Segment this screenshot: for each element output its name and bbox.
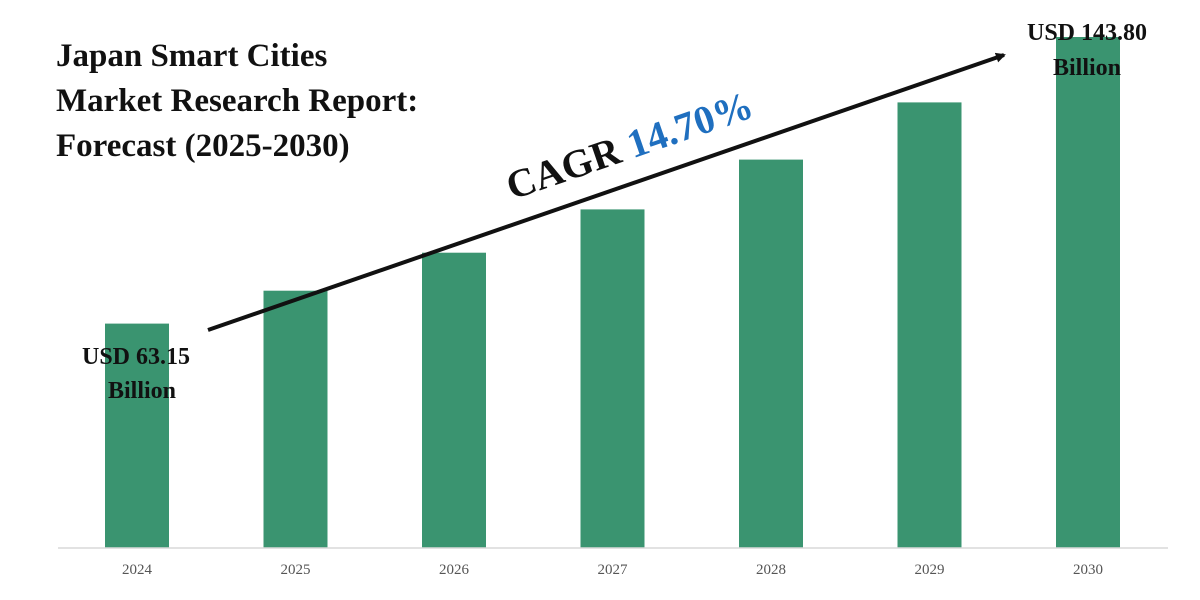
start-value-label-line-2: Billion xyxy=(108,378,176,404)
cagr-label: CAGR14.70% xyxy=(500,82,758,208)
growth-arrow xyxy=(207,52,1006,332)
chart-title-line-3: Forecast (2025-2030) xyxy=(56,128,350,164)
start-value-label-line-1: USD 63.15 xyxy=(82,344,190,370)
bars-group xyxy=(105,37,1120,549)
cagr-value: 14.70% xyxy=(621,82,759,167)
cagr-prefix: CAGR xyxy=(500,127,627,208)
x-tick-label-2028: 2028 xyxy=(756,562,786,578)
x-tick-label-2025: 2025 xyxy=(281,562,311,578)
end-value-label-line-1: USD 143.80 xyxy=(1027,20,1147,46)
bar-2029 xyxy=(897,102,962,549)
x-tick-label-2027: 2027 xyxy=(598,562,629,578)
bar-2027 xyxy=(580,209,645,548)
end-value-label-line-2: Billion xyxy=(1053,55,1121,81)
bar-2025 xyxy=(263,290,328,548)
chart-title-line-2: Market Research Report: xyxy=(56,83,418,119)
bar-2030 xyxy=(1056,37,1120,548)
x-tick-label-2026: 2026 xyxy=(439,562,470,578)
bar-2024 xyxy=(105,323,169,548)
x-tick-label-2024: 2024 xyxy=(122,562,153,578)
bar-2026 xyxy=(422,252,486,548)
bar-2028 xyxy=(739,159,803,548)
x-tick-labels: 2024 2025 2026 2027 2028 2029 2030 xyxy=(122,562,1103,578)
chart-title-line-1: Japan Smart Cities xyxy=(56,38,327,74)
x-tick-label-2030: 2030 xyxy=(1073,562,1103,578)
x-tick-label-2029: 2029 xyxy=(915,562,945,578)
